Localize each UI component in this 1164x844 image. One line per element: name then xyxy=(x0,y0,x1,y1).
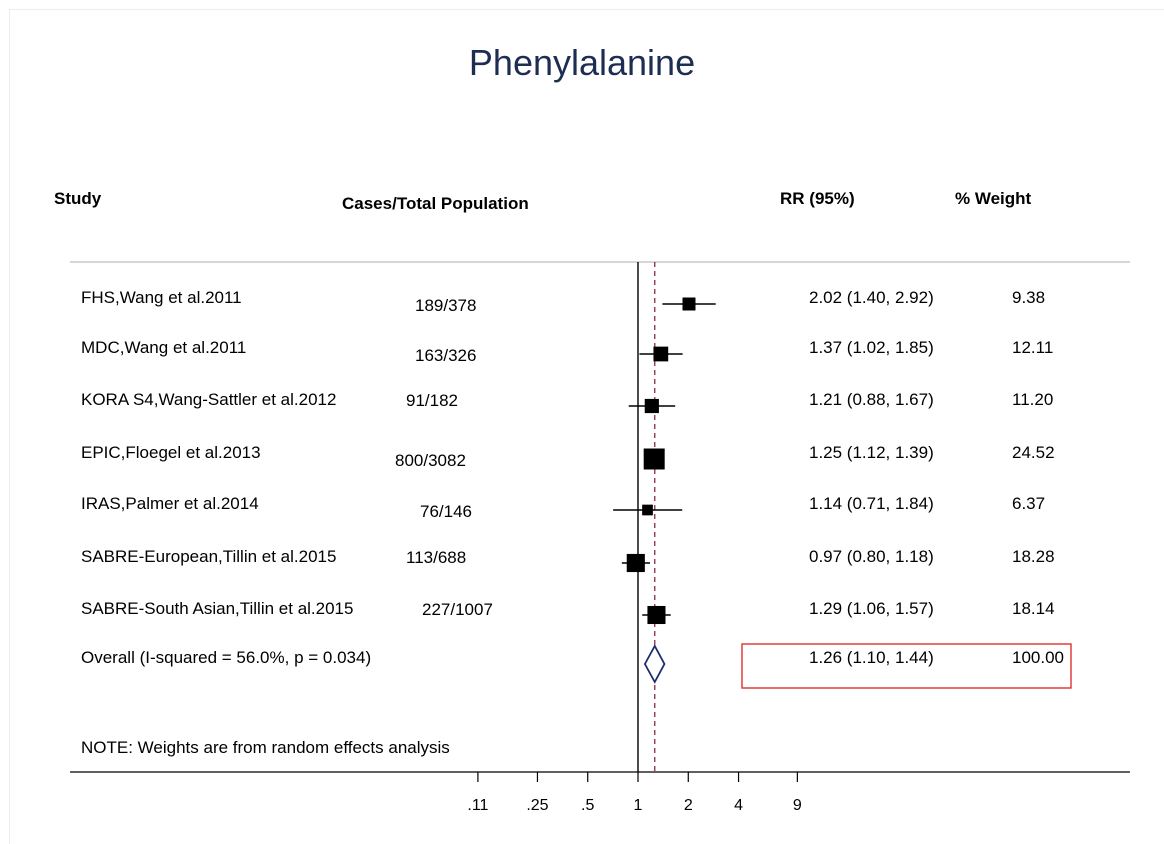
header-rr: RR (95%) xyxy=(780,189,855,208)
weight-value: 9.38 xyxy=(1012,288,1046,307)
weight-value: 18.28 xyxy=(1012,547,1055,566)
chart-frame xyxy=(9,9,1164,844)
study-label: SABRE-European,Tillin et al.2015 xyxy=(81,547,337,566)
rr-value: 0.97 (0.80, 1.18) xyxy=(809,547,934,566)
overall-weight-value: 100.00 xyxy=(1012,648,1064,667)
rr-value: 1.29 (1.06, 1.57) xyxy=(809,599,934,618)
study-label: SABRE-South Asian,Tillin et al.2015 xyxy=(81,599,354,618)
header-cases: Cases/Total Population xyxy=(342,194,529,213)
x-tick-label: 4 xyxy=(734,797,743,814)
weight-square xyxy=(643,448,665,470)
rr-value: 1.25 (1.12, 1.39) xyxy=(809,443,934,462)
x-tick-label: 1 xyxy=(634,797,643,814)
x-tick-label: .11 xyxy=(467,797,488,814)
study-label: MDC,Wang et al.2011 xyxy=(81,338,247,357)
overall-label: Overall (I-squared = 56.0%, p = 0.034) xyxy=(81,648,372,667)
chart-title: Phenylalanine xyxy=(468,42,696,83)
study-label: FHS,Wang et al.2011 xyxy=(81,288,242,307)
rr-value: 2.02 (1.40, 2.92) xyxy=(809,288,934,307)
weight-square xyxy=(644,398,659,414)
x-tick-label: .5 xyxy=(581,797,594,814)
weight-square xyxy=(653,346,669,362)
study-label: KORA S4,Wang-Sattler et al.2012 xyxy=(81,390,337,409)
rr-value: 1.37 (1.02, 1.85) xyxy=(809,338,934,357)
weight-value: 18.14 xyxy=(1012,599,1055,618)
header-study: Study xyxy=(54,189,102,208)
header-weight: % Weight xyxy=(955,189,1032,208)
study-label: EPIC,Floegel et al.2013 xyxy=(81,443,261,462)
rr-value: 1.14 (0.71, 1.84) xyxy=(809,494,934,513)
weight-value: 11.20 xyxy=(1012,390,1054,409)
x-tick-label: 9 xyxy=(793,797,802,814)
weight-value: 12.11 xyxy=(1012,338,1054,357)
study-label: IRAS,Palmer et al.2014 xyxy=(81,494,259,513)
overall-diamond xyxy=(643,644,666,684)
highlight-box xyxy=(741,643,1072,689)
x-tick-label: .25 xyxy=(526,797,548,814)
overall-rr-value: 1.26 (1.10, 1.44) xyxy=(809,648,934,667)
weight-square xyxy=(682,297,696,311)
weight-square xyxy=(647,605,666,625)
weight-square xyxy=(642,504,653,516)
weight-value: 6.37 xyxy=(1012,494,1046,513)
weight-square xyxy=(626,553,645,573)
weight-value: 24.52 xyxy=(1012,443,1055,462)
footnote: NOTE: Weights are from random effects an… xyxy=(81,738,450,757)
rr-value: 1.21 (0.88, 1.67) xyxy=(809,390,934,409)
x-tick-label: 2 xyxy=(684,797,693,814)
